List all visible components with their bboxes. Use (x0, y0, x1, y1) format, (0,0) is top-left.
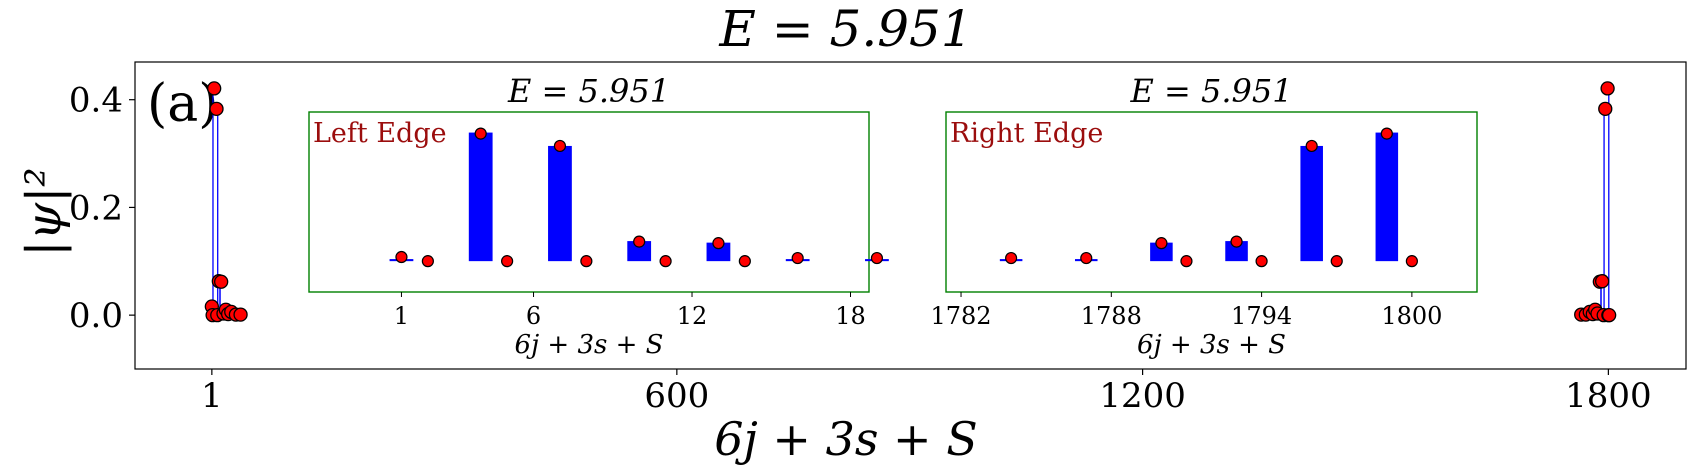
data-point (209, 101, 224, 117)
inset-data-point (395, 250, 408, 264)
inset-data-point (659, 255, 672, 268)
panel-label: (a) (147, 74, 219, 134)
x-tick-label: 600 (644, 376, 709, 416)
y-tick-label: 0.2 (69, 188, 123, 228)
inset-data-point (712, 237, 725, 250)
inset-data-point (1305, 139, 1318, 153)
inset-data-point (1230, 235, 1243, 248)
inset-bar (706, 242, 731, 262)
inset-x-tick-label: 1794 (1231, 302, 1292, 330)
inset-data-point (1405, 255, 1418, 268)
inset-bar (1375, 132, 1399, 262)
inset-x-tick-label: 6 (526, 302, 541, 330)
inset-x-tick-label: 1782 (930, 302, 991, 330)
inset-x-tick-label: 1800 (1381, 302, 1442, 330)
inset-data-point (1380, 127, 1393, 140)
x-tick-label: 1200 (1099, 376, 1186, 416)
inset-title: E = 5.951 (1129, 72, 1292, 110)
inset-data-point (633, 235, 646, 248)
y-axis-label: |ψ|² (16, 167, 72, 256)
inset-data-point (1330, 255, 1343, 268)
inset-right-edge: E = 5.951 Right Edge 1782 1788 1794 1800 6j + … (930, 72, 1478, 360)
inset-x-axis-label: 6j + 3s + S (1137, 330, 1286, 360)
inset-left-edge: E = 5.951 Left Edge 1 6 12 18 6j + 3s + S (308, 72, 889, 360)
data-point (1598, 101, 1613, 117)
inset-bar (1150, 242, 1173, 262)
inset-bar (468, 132, 493, 262)
inset-data-point (1080, 251, 1093, 265)
inset-x-tick-label: 1788 (1081, 302, 1142, 330)
data-point (233, 307, 248, 322)
inset-data-point (501, 255, 514, 268)
data-point (1595, 274, 1610, 289)
x-axis-label: 6j + 3s + S (714, 412, 978, 466)
inset-data-point (580, 255, 593, 268)
inset-data-point (421, 255, 434, 268)
data-point (1601, 307, 1617, 323)
inset-data-point (738, 255, 751, 268)
y-tick-label: 0.4 (69, 81, 123, 121)
inset-bar (1225, 241, 1248, 262)
x-tick-label: 1800 (1565, 376, 1652, 416)
inset-data-point (474, 127, 487, 140)
data-point (207, 81, 222, 96)
data-point (214, 274, 229, 289)
inset-x-tick-label: 1 (394, 302, 409, 330)
inset-data-point (1155, 237, 1168, 250)
inset-bar (548, 145, 572, 262)
main-plot: 1 600 1200 1800 0.0 0.2 0.4 6j + 3s + S |ψ|² (a) (16, 61, 1687, 466)
inset-data-point (870, 251, 884, 265)
inset-x-axis-label: 6j + 3s + S (515, 330, 664, 360)
inset-edge-label: Left Edge (313, 118, 447, 149)
inset-data-point (1180, 255, 1193, 268)
figure-title: E = 5.951 (718, 0, 972, 58)
inset-x-tick-label: 12 (677, 302, 708, 330)
inset-bar (1300, 145, 1323, 262)
inset-title: E = 5.951 (507, 72, 670, 110)
inset-data-point (791, 251, 804, 265)
y-tick-label: 0.0 (69, 296, 123, 336)
inset-bar (627, 241, 652, 262)
main-axes-frame (134, 61, 1687, 370)
x-tick-label: 1 (201, 376, 223, 416)
inset-data-point (1255, 255, 1268, 268)
data-point (1600, 81, 1615, 96)
inset-edge-label: Right Edge (950, 118, 1103, 149)
inset-x-tick-label: 18 (835, 302, 866, 330)
inset-data-point (1005, 251, 1018, 265)
inset-data-point (553, 139, 567, 153)
